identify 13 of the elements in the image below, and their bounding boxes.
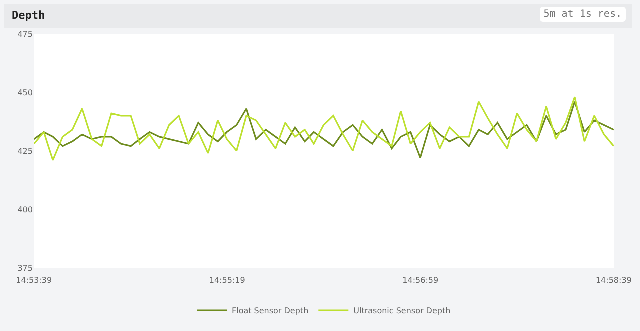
chart-title: Depth [12,9,46,22]
x-tick-label: 14:56:59 [402,276,439,285]
y-tick-label: 375 [18,264,33,273]
legend-label: Ultrasonic Sensor Depth [354,306,451,316]
y-tick-label: 425 [18,146,33,156]
y-tick-label: 475 [18,30,33,39]
y-tick-label: 400 [18,205,33,214]
x-tick-label: 14:58:39 [596,276,632,285]
legend-label: Float Sensor Depth [232,306,309,316]
x-tick-label: 14:53:39 [16,276,52,285]
text: 5m at 1s res. [540,7,626,22]
y-tick-label: 450 [18,88,33,98]
x-tick-label: 14:55:19 [209,276,246,285]
